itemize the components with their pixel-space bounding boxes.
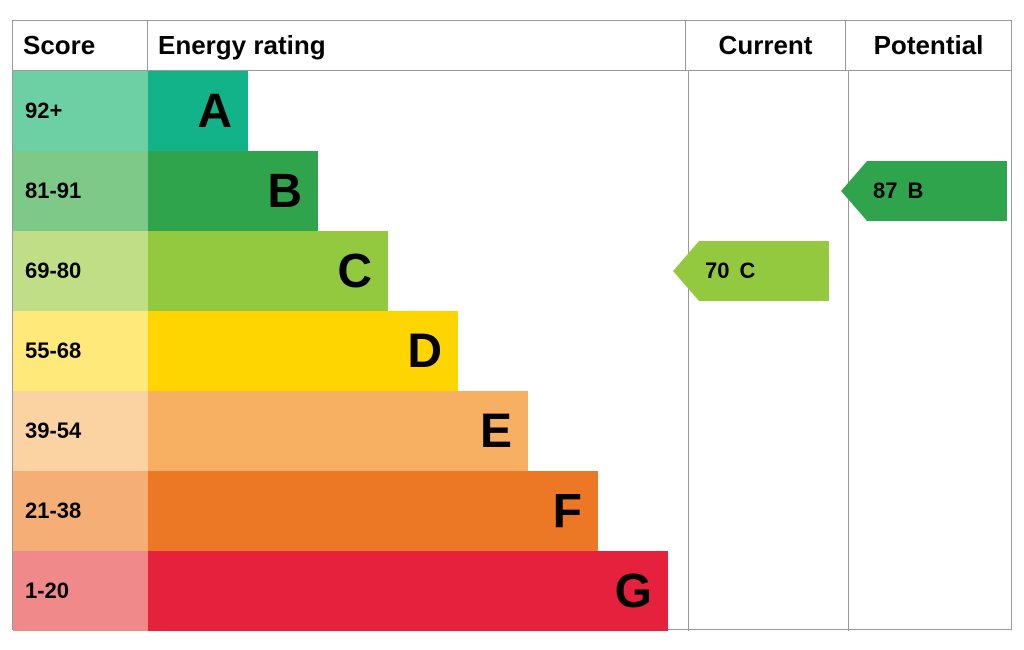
band-row: 69-80C [13,231,1011,311]
header-current: Current [686,21,846,70]
tag-letter: C [739,258,755,284]
header-row: Score Energy rating Current Potential [13,21,1011,71]
score-cell: 21-38 [13,471,148,551]
tag-score: 70 [705,258,729,284]
header-rating: Energy rating [148,21,686,70]
band-row: 39-54E [13,391,1011,471]
band-bar: F [148,471,598,551]
band-bar: D [148,311,458,391]
tag-score: 87 [873,178,897,204]
header-potential: Potential [846,21,1011,70]
tag-letter: B [907,178,923,204]
epc-chart: Score Energy rating Current Potential 92… [12,20,1012,630]
chart-body: 92+A81-91B69-80C55-68D39-54E21-38F1-20G7… [13,71,1011,631]
band-bar: G [148,551,668,631]
score-cell: 39-54 [13,391,148,471]
arrow-tip-icon [673,241,699,301]
current-tag: 70 C [673,241,829,301]
score-cell: 1-20 [13,551,148,631]
tag-body: 70 C [699,241,829,301]
potential-tag: 87 B [841,161,1007,221]
tag-body: 87 B [867,161,1007,221]
score-cell: 92+ [13,71,148,151]
arrow-tip-icon [841,161,867,221]
band-row: 1-20G [13,551,1011,631]
band-row: 21-38F [13,471,1011,551]
band-bar: C [148,231,388,311]
header-score: Score [13,21,148,70]
score-cell: 55-68 [13,311,148,391]
band-bar: E [148,391,528,471]
score-cell: 69-80 [13,231,148,311]
score-cell: 81-91 [13,151,148,231]
band-bar: A [148,71,248,151]
band-row: 55-68D [13,311,1011,391]
band-bar: B [148,151,318,231]
band-row: 92+A [13,71,1011,151]
